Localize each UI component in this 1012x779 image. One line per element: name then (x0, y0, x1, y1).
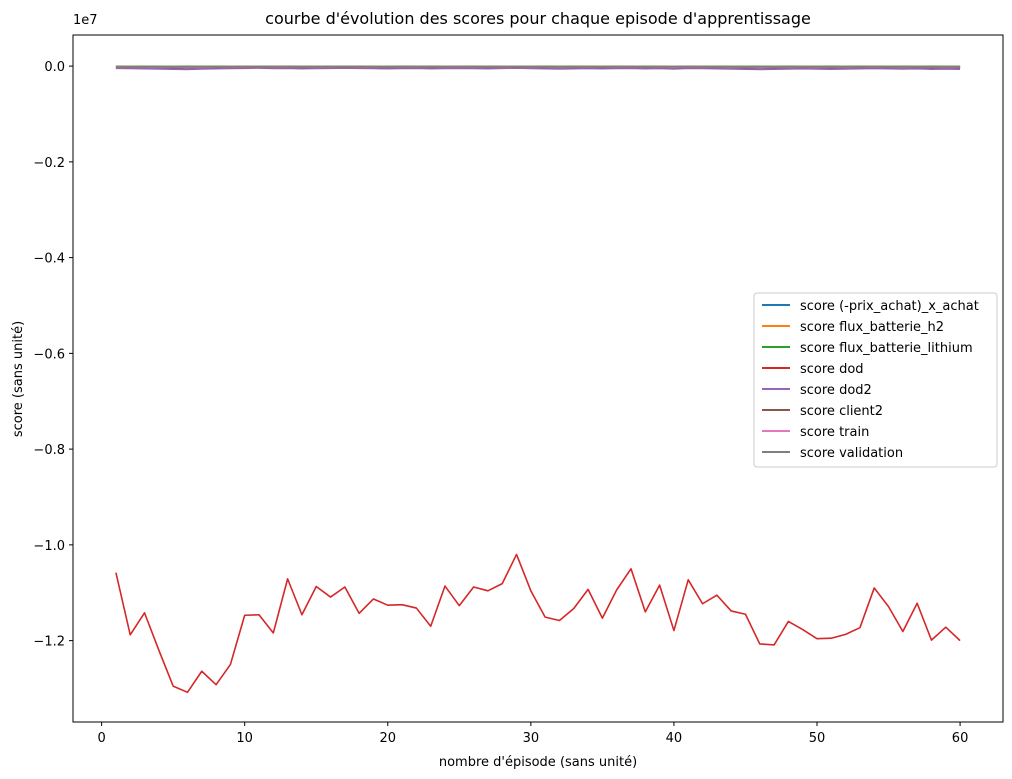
legend-label: score client2 (800, 404, 883, 419)
chart-title: courbe d'évolution des scores pour chaqu… (265, 9, 811, 28)
y-offset-label: 1e7 (73, 13, 98, 28)
legend-label: score flux_batterie_h2 (800, 320, 944, 335)
axes-frame (72, 34, 1004, 723)
x-axis-label: nombre d'épisode (sans unité) (439, 755, 637, 770)
legend-label: score dod2 (800, 383, 872, 398)
series-layer (115, 65, 961, 694)
x-tick-label: 20 (379, 731, 396, 746)
axes-layer: 0 10 20 30 40 50 60 0.0 −0.2 −0.4 −0.6 −0.8 −1.0 −1.2 (33, 34, 1004, 746)
y-tick-label: −0.2 (33, 156, 65, 171)
x-tick-label: 0 (97, 731, 105, 746)
y-tick-label: −0.6 (33, 347, 65, 362)
y-tick-label: −0.8 (33, 443, 65, 458)
x-tick-label: 30 (523, 731, 540, 746)
legend-label: score dod (800, 362, 864, 377)
x-tick-label: 50 (809, 731, 826, 746)
series-line-4 (115, 553, 961, 694)
x-tick-label: 60 (952, 731, 969, 746)
y-tick-label: −1.2 (33, 635, 65, 650)
legend-label: score (-prix_achat)_x_achat (800, 299, 979, 314)
x-tick-label: 40 (666, 731, 683, 746)
y-tick-label: 0.0 (44, 60, 65, 75)
legend-label: score flux_batterie_lithium (800, 341, 973, 356)
y-tick-label: −1.0 (33, 539, 65, 554)
series-line-5 (115, 67, 961, 71)
y-tick-label: −0.4 (33, 252, 65, 267)
legend-label: score train (800, 425, 869, 440)
legend-box (753, 292, 998, 468)
legend-label: score validation (800, 446, 903, 461)
y-axis-label: score (sans unité) (11, 321, 26, 437)
x-tick-label: 10 (236, 731, 253, 746)
